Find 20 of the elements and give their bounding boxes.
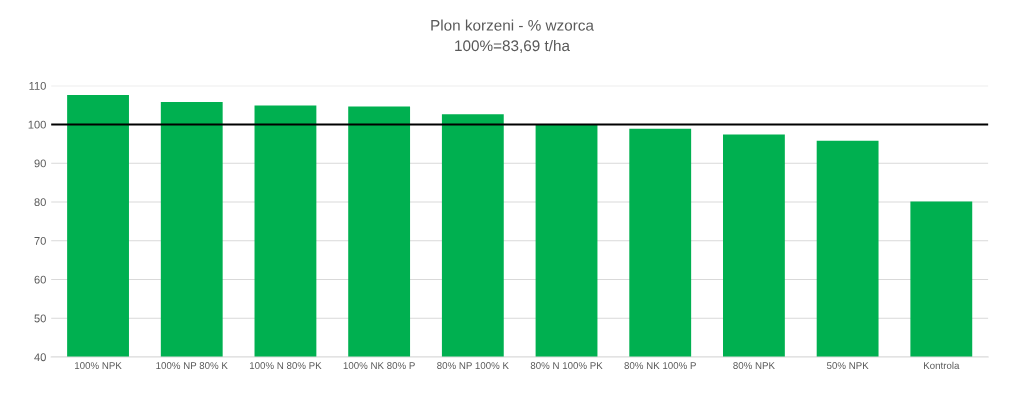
y-tick-label: 110 bbox=[29, 81, 46, 90]
y-tick-label: 40 bbox=[34, 353, 46, 362]
y-tick-label: 70 bbox=[34, 236, 46, 245]
x-tick-label: Kontrola bbox=[924, 361, 960, 369]
x-tick-label: 100% NPK bbox=[75, 362, 122, 369]
x-tick-label: 100% NK 80% P bbox=[343, 362, 415, 369]
x-tick-label: 100% N 80% PK bbox=[249, 362, 322, 369]
x-tick-label: 80% NP 100% K bbox=[437, 362, 509, 369]
y-tick-label: 80 bbox=[34, 198, 46, 207]
y-tick-label: 100 bbox=[28, 120, 46, 129]
x-tick-label: 80% N 100% PK bbox=[530, 362, 603, 369]
y-tick-label: 60 bbox=[34, 275, 46, 284]
x-tick-label: 80% NPK bbox=[733, 362, 775, 369]
x-tick-label: 50% NPK bbox=[826, 362, 869, 369]
x-tick-label: 80% NK 100% P bbox=[624, 362, 696, 369]
chart-title: Plon korzeni - % wzorca bbox=[431, 19, 594, 31]
x-tick-label: 100% NP 80% K bbox=[156, 362, 228, 369]
y-tick-label: 50 bbox=[34, 314, 46, 323]
chart-subtitle: 100%=83,69 t/ha bbox=[455, 39, 570, 53]
y-tick-label: 90 bbox=[34, 159, 46, 168]
